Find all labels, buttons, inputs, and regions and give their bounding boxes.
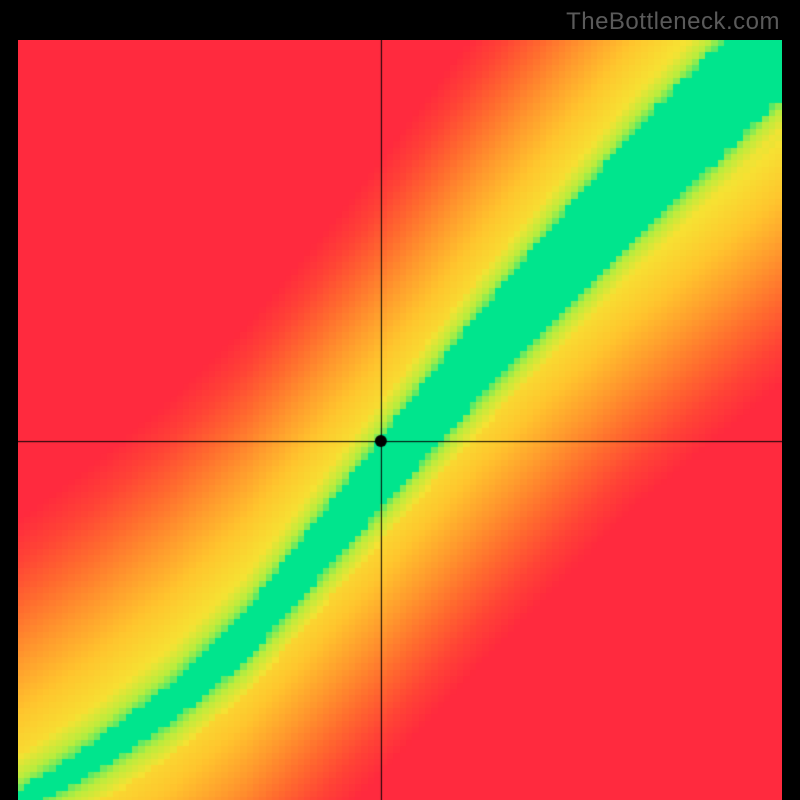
chart-container: TheBottleneck.com [0,0,800,800]
watermark: TheBottleneck.com [566,8,780,36]
bottleneck-heatmap [18,40,782,800]
